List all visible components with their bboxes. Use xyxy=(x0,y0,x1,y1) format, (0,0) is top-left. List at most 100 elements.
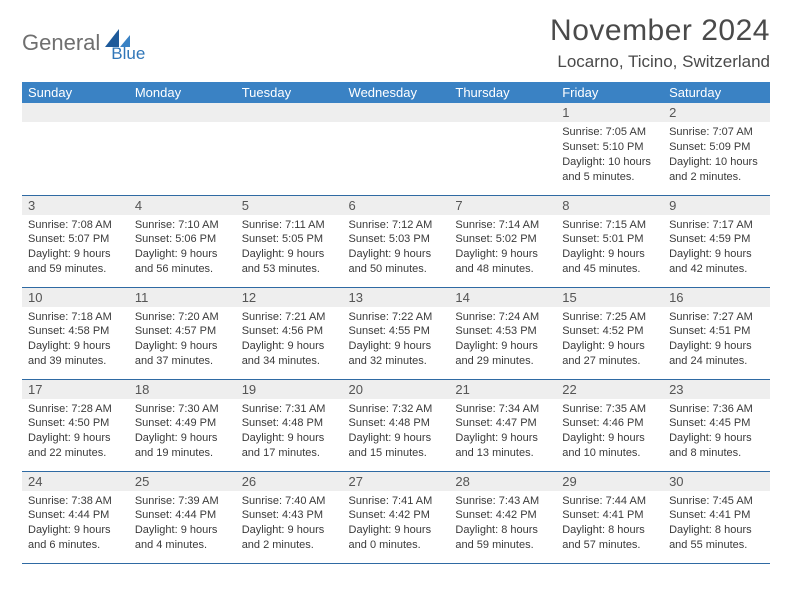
calendar-cell xyxy=(236,103,343,195)
calendar-cell: 17Sunrise: 7:28 AMSunset: 4:50 PMDayligh… xyxy=(22,379,129,471)
calendar-cell: 20Sunrise: 7:32 AMSunset: 4:48 PMDayligh… xyxy=(343,379,450,471)
day-number: 22 xyxy=(556,380,663,399)
day-details: Sunrise: 7:18 AMSunset: 4:58 PMDaylight:… xyxy=(22,307,129,373)
day-details: Sunrise: 7:14 AMSunset: 5:02 PMDaylight:… xyxy=(449,215,556,281)
day-details: Sunrise: 7:12 AMSunset: 5:03 PMDaylight:… xyxy=(343,215,450,281)
calendar-cell: 27Sunrise: 7:41 AMSunset: 4:42 PMDayligh… xyxy=(343,471,450,563)
day-details: Sunrise: 7:31 AMSunset: 4:48 PMDaylight:… xyxy=(236,399,343,465)
day-details: Sunrise: 7:28 AMSunset: 4:50 PMDaylight:… xyxy=(22,399,129,465)
day-details: Sunrise: 7:39 AMSunset: 4:44 PMDaylight:… xyxy=(129,491,236,557)
day-details: Sunrise: 7:08 AMSunset: 5:07 PMDaylight:… xyxy=(22,215,129,281)
day-number: 10 xyxy=(22,288,129,307)
calendar-cell: 30Sunrise: 7:45 AMSunset: 4:41 PMDayligh… xyxy=(663,471,770,563)
day-details: Sunrise: 7:24 AMSunset: 4:53 PMDaylight:… xyxy=(449,307,556,373)
day-number: 28 xyxy=(449,472,556,491)
day-details: Sunrise: 7:35 AMSunset: 4:46 PMDaylight:… xyxy=(556,399,663,465)
day-number: 29 xyxy=(556,472,663,491)
weekday-header: Sunday xyxy=(22,82,129,103)
day-number: 4 xyxy=(129,196,236,215)
brand-logo: General Blue xyxy=(22,14,145,64)
calendar-cell: 28Sunrise: 7:43 AMSunset: 4:42 PMDayligh… xyxy=(449,471,556,563)
day-details: Sunrise: 7:38 AMSunset: 4:44 PMDaylight:… xyxy=(22,491,129,557)
day-number: 3 xyxy=(22,196,129,215)
day-details: Sunrise: 7:30 AMSunset: 4:49 PMDaylight:… xyxy=(129,399,236,465)
weekday-header-row: SundayMondayTuesdayWednesdayThursdayFrid… xyxy=(22,82,770,103)
day-number: 15 xyxy=(556,288,663,307)
calendar-cell: 25Sunrise: 7:39 AMSunset: 4:44 PMDayligh… xyxy=(129,471,236,563)
day-details: Sunrise: 7:10 AMSunset: 5:06 PMDaylight:… xyxy=(129,215,236,281)
month-title: November 2024 xyxy=(550,14,770,48)
day-number: 27 xyxy=(343,472,450,491)
weekday-header: Wednesday xyxy=(343,82,450,103)
calendar-cell: 10Sunrise: 7:18 AMSunset: 4:58 PMDayligh… xyxy=(22,287,129,379)
day-details: Sunrise: 7:25 AMSunset: 4:52 PMDaylight:… xyxy=(556,307,663,373)
day-details: Sunrise: 7:27 AMSunset: 4:51 PMDaylight:… xyxy=(663,307,770,373)
calendar-cell xyxy=(343,103,450,195)
calendar-cell: 11Sunrise: 7:20 AMSunset: 4:57 PMDayligh… xyxy=(129,287,236,379)
day-number: 7 xyxy=(449,196,556,215)
calendar-cell: 5Sunrise: 7:11 AMSunset: 5:05 PMDaylight… xyxy=(236,195,343,287)
calendar-table: SundayMondayTuesdayWednesdayThursdayFrid… xyxy=(22,82,770,564)
day-details: Sunrise: 7:20 AMSunset: 4:57 PMDaylight:… xyxy=(129,307,236,373)
day-number-empty xyxy=(22,103,129,122)
day-details: Sunrise: 7:45 AMSunset: 4:41 PMDaylight:… xyxy=(663,491,770,557)
day-number: 24 xyxy=(22,472,129,491)
calendar-cell: 19Sunrise: 7:31 AMSunset: 4:48 PMDayligh… xyxy=(236,379,343,471)
weekday-header: Tuesday xyxy=(236,82,343,103)
calendar-week-row: 10Sunrise: 7:18 AMSunset: 4:58 PMDayligh… xyxy=(22,287,770,379)
calendar-cell: 18Sunrise: 7:30 AMSunset: 4:49 PMDayligh… xyxy=(129,379,236,471)
calendar-week-row: 3Sunrise: 7:08 AMSunset: 5:07 PMDaylight… xyxy=(22,195,770,287)
calendar-cell xyxy=(22,103,129,195)
day-details: Sunrise: 7:43 AMSunset: 4:42 PMDaylight:… xyxy=(449,491,556,557)
calendar-cell: 14Sunrise: 7:24 AMSunset: 4:53 PMDayligh… xyxy=(449,287,556,379)
day-number: 5 xyxy=(236,196,343,215)
day-details: Sunrise: 7:40 AMSunset: 4:43 PMDaylight:… xyxy=(236,491,343,557)
day-number: 23 xyxy=(663,380,770,399)
day-number: 18 xyxy=(129,380,236,399)
day-number: 17 xyxy=(22,380,129,399)
day-details: Sunrise: 7:07 AMSunset: 5:09 PMDaylight:… xyxy=(663,122,770,188)
title-block: November 2024 Locarno, Ticino, Switzerla… xyxy=(550,14,770,72)
calendar-cell: 4Sunrise: 7:10 AMSunset: 5:06 PMDaylight… xyxy=(129,195,236,287)
day-number: 25 xyxy=(129,472,236,491)
day-number-empty xyxy=(236,103,343,122)
calendar-cell: 12Sunrise: 7:21 AMSunset: 4:56 PMDayligh… xyxy=(236,287,343,379)
calendar-cell: 21Sunrise: 7:34 AMSunset: 4:47 PMDayligh… xyxy=(449,379,556,471)
calendar-week-row: 24Sunrise: 7:38 AMSunset: 4:44 PMDayligh… xyxy=(22,471,770,563)
day-number-empty xyxy=(343,103,450,122)
day-details: Sunrise: 7:11 AMSunset: 5:05 PMDaylight:… xyxy=(236,215,343,281)
header: General Blue November 2024 Locarno, Tici… xyxy=(22,14,770,72)
day-details: Sunrise: 7:44 AMSunset: 4:41 PMDaylight:… xyxy=(556,491,663,557)
day-number: 13 xyxy=(343,288,450,307)
calendar-cell: 22Sunrise: 7:35 AMSunset: 4:46 PMDayligh… xyxy=(556,379,663,471)
day-details: Sunrise: 7:17 AMSunset: 4:59 PMDaylight:… xyxy=(663,215,770,281)
brand-part2: Blue xyxy=(111,44,145,64)
calendar-cell: 29Sunrise: 7:44 AMSunset: 4:41 PMDayligh… xyxy=(556,471,663,563)
calendar-cell: 15Sunrise: 7:25 AMSunset: 4:52 PMDayligh… xyxy=(556,287,663,379)
location: Locarno, Ticino, Switzerland xyxy=(550,52,770,72)
calendar-week-row: 17Sunrise: 7:28 AMSunset: 4:50 PMDayligh… xyxy=(22,379,770,471)
day-details: Sunrise: 7:36 AMSunset: 4:45 PMDaylight:… xyxy=(663,399,770,465)
weekday-header: Saturday xyxy=(663,82,770,103)
calendar-cell: 2Sunrise: 7:07 AMSunset: 5:09 PMDaylight… xyxy=(663,103,770,195)
calendar-cell xyxy=(449,103,556,195)
day-number: 26 xyxy=(236,472,343,491)
calendar-cell: 7Sunrise: 7:14 AMSunset: 5:02 PMDaylight… xyxy=(449,195,556,287)
day-number: 1 xyxy=(556,103,663,122)
day-details: Sunrise: 7:15 AMSunset: 5:01 PMDaylight:… xyxy=(556,215,663,281)
day-number: 12 xyxy=(236,288,343,307)
day-number: 30 xyxy=(663,472,770,491)
day-number: 20 xyxy=(343,380,450,399)
day-details: Sunrise: 7:34 AMSunset: 4:47 PMDaylight:… xyxy=(449,399,556,465)
calendar-cell: 9Sunrise: 7:17 AMSunset: 4:59 PMDaylight… xyxy=(663,195,770,287)
day-details: Sunrise: 7:41 AMSunset: 4:42 PMDaylight:… xyxy=(343,491,450,557)
calendar-cell: 24Sunrise: 7:38 AMSunset: 4:44 PMDayligh… xyxy=(22,471,129,563)
day-number: 21 xyxy=(449,380,556,399)
calendar-cell: 1Sunrise: 7:05 AMSunset: 5:10 PMDaylight… xyxy=(556,103,663,195)
day-number: 2 xyxy=(663,103,770,122)
calendar-cell xyxy=(129,103,236,195)
calendar-cell: 13Sunrise: 7:22 AMSunset: 4:55 PMDayligh… xyxy=(343,287,450,379)
day-details: Sunrise: 7:05 AMSunset: 5:10 PMDaylight:… xyxy=(556,122,663,188)
brand-part1: General xyxy=(22,30,100,56)
day-number: 19 xyxy=(236,380,343,399)
